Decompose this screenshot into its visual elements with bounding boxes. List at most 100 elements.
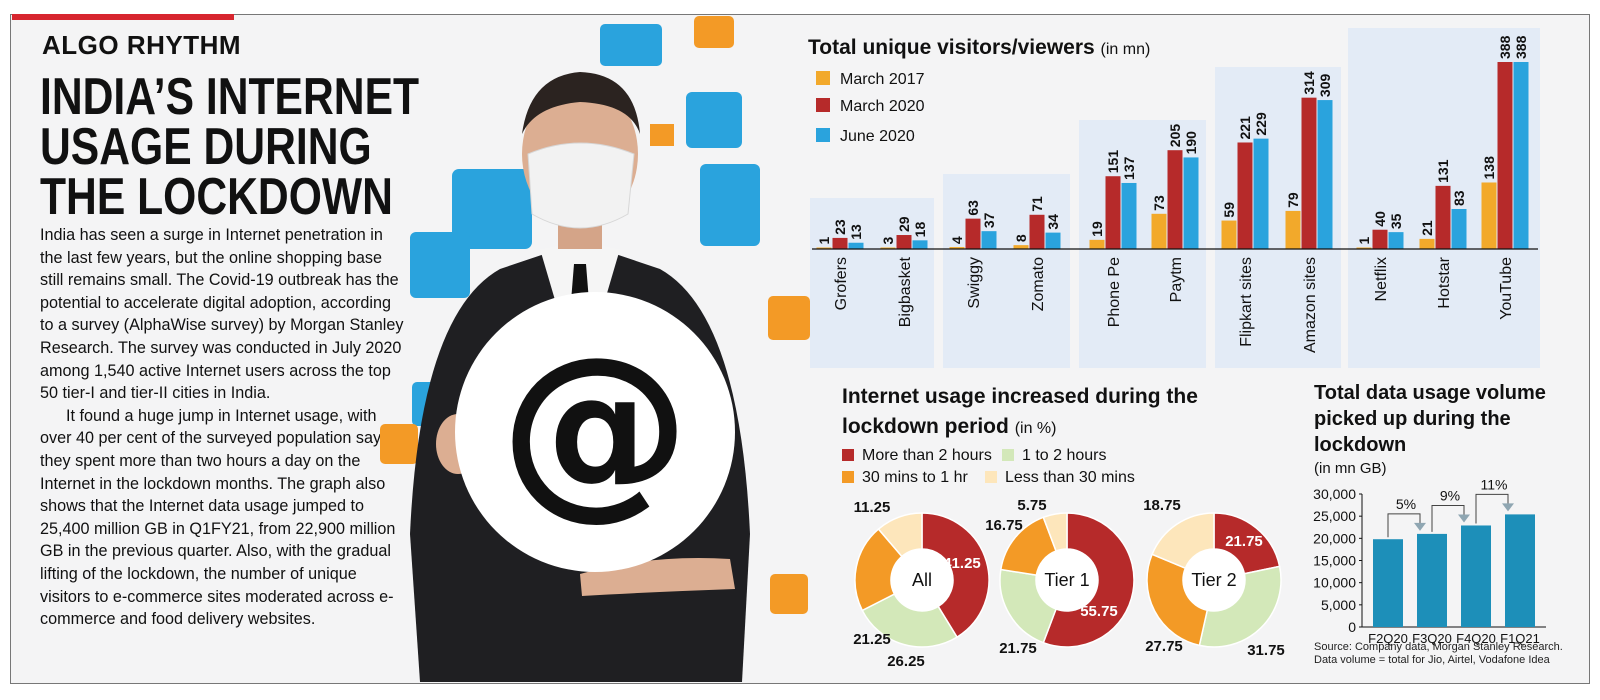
bar-phone-pe-march-2017: [1089, 239, 1105, 249]
bar-hotstar-june-2020: [1451, 208, 1467, 249]
category-label: Swiggy: [966, 257, 983, 309]
donut-value-label: 5.75: [1017, 497, 1046, 514]
legend-label: More than 2 hours: [862, 447, 992, 464]
bar-value-label: 388: [1497, 35, 1513, 59]
data-usage-bar-chart: 0 5,000 10,000 15,000 20,000 25,000 30,000 F2Q2…: [1313, 476, 1546, 646]
bar-chart-title-text: Total unique visitors/viewers: [808, 36, 1095, 59]
legend-swatch: [1002, 449, 1014, 461]
donut-center-label: Tier 1: [1044, 570, 1089, 590]
donut-value-label: 16.75: [985, 517, 1023, 534]
donut-value-label: 11.25: [854, 499, 891, 516]
bar-paytm-june-2020: [1183, 157, 1199, 249]
bar-youtube-march-2017: [1481, 182, 1497, 249]
bar-swiggy-march-2017: [949, 247, 965, 249]
legend-label: Less than 30 mins: [1005, 469, 1135, 486]
x-tick-label: F2Q20: [1368, 631, 1408, 646]
legend-label: 30 mins to 1 hr: [862, 469, 968, 486]
donut-legend-item: More than 2 hours: [842, 447, 992, 465]
donut-slice-all-less-than-30-mins: [877, 512, 923, 558]
bar-chart-title: Total unique visitors/viewers (in mn): [808, 36, 1150, 60]
bar-value-label: 221: [1237, 116, 1253, 140]
bar-value-label: 151: [1105, 150, 1121, 174]
growth-label: 5%: [1396, 496, 1416, 512]
bar-amazon-sites-june-2020: [1317, 100, 1333, 250]
kicker-rule: [12, 14, 234, 20]
bar-netflix-march-2017: [1356, 247, 1372, 249]
growth-arrowhead: [1458, 514, 1470, 523]
growth-label: 11%: [1481, 476, 1508, 492]
legend-label: March 2017: [840, 71, 925, 88]
source-line: Source: Company data, Morgan Stanley Res…: [1314, 641, 1563, 653]
bar-netflix-june-2020: [1388, 232, 1404, 249]
donut-title-text: Internet usage increased during the lock…: [842, 385, 1198, 438]
growth-arrowhead: [1502, 503, 1514, 512]
bar-grofers-june-2020: [848, 242, 864, 249]
category-label: Grofers: [833, 257, 850, 310]
bar-flipkart-sites-march-2017: [1221, 220, 1237, 249]
category-label: Paytm: [1168, 257, 1185, 302]
bar-hotstar-march-2017: [1419, 238, 1435, 249]
usage-chart-unit: (in mn GB): [1314, 460, 1387, 477]
story-paragraph: It found a huge jump in Internet usage, …: [40, 406, 403, 629]
category-label: Bigbasket: [897, 256, 914, 327]
bar-paytm-march-2017: [1151, 213, 1167, 249]
bar-value-label: 63: [965, 200, 981, 216]
y-tick-label: 20,000: [1313, 530, 1356, 546]
bar-value-label: 314: [1301, 71, 1317, 95]
donut-value-label: 55.75: [1080, 603, 1118, 620]
x-tick-label: F1Q21: [1500, 631, 1540, 646]
chart-group-band: [943, 174, 1070, 368]
bar-value-label: 29: [896, 216, 912, 232]
bar-value-label: 8: [1013, 234, 1029, 242]
bar-value-label: 71: [1029, 196, 1045, 212]
legend-item: March 2017: [816, 71, 925, 89]
category-label: Flipkart sites: [1238, 257, 1255, 347]
category-label: Amazon sites: [1302, 257, 1319, 353]
category-label: Zomato: [1030, 257, 1047, 311]
donut-value-label: 21.25: [853, 631, 891, 648]
bar-phone-pe-june-2020: [1121, 182, 1137, 249]
y-tick-label: 10,000: [1313, 575, 1356, 591]
usage-bar-f1q21: [1505, 514, 1535, 627]
usage-chart-title: Total data usage volume picked up during…: [1314, 382, 1546, 456]
y-tick-label: 0: [1348, 619, 1356, 635]
bar-grofers-march-2020: [832, 237, 848, 249]
bar-grofers-march-2017: [816, 247, 832, 249]
donut-value-label: 21.75: [999, 640, 1037, 657]
donut-value-label: 26.25: [887, 653, 925, 670]
story-paragraph: India has seen a surge in Internet penet…: [40, 226, 404, 403]
bar-value-label: 19: [1089, 221, 1105, 237]
donut-value-label: 27.75: [1145, 638, 1183, 655]
legend-swatch-march-2020: [816, 98, 830, 112]
x-tick-label: F3Q20: [1412, 631, 1452, 646]
growth-label: 9%: [1440, 487, 1460, 503]
donut-chart-unit: (in %): [1014, 420, 1057, 437]
illustration-man-with-at-sign: @: [380, 16, 810, 682]
usage-bar-f4q20: [1461, 525, 1491, 627]
y-tick-label: 30,000: [1313, 486, 1356, 502]
bar-value-label: 83: [1451, 190, 1467, 206]
legend-swatch: [985, 471, 997, 483]
bar-value-label: 388: [1513, 35, 1529, 59]
bar-bigbasket-june-2020: [912, 240, 928, 249]
legend-label: March 2020: [840, 98, 925, 115]
bar-value-label: 79: [1285, 192, 1301, 208]
chart-group-band: [810, 198, 934, 368]
growth-connector: [1475, 493, 1509, 524]
bar-bigbasket-march-2017: [880, 247, 896, 249]
usage-donut-charts: 41.25 26.25 21.25 11.25 All 55.75 21.75 16.75 5.…: [853, 497, 1285, 670]
bar-value-label: 59: [1221, 202, 1237, 218]
bar-youtube-march-2020: [1497, 62, 1513, 249]
bar-paytm-march-2020: [1167, 150, 1183, 249]
donut-value-label: 18.75: [1143, 497, 1181, 514]
y-tick-label: 15,000: [1313, 553, 1356, 569]
bar-value-label: 18: [912, 222, 928, 238]
donut-hole: [891, 549, 953, 611]
headline-line: THE LOCKDOWN: [40, 168, 393, 226]
bar-hotstar-march-2020: [1435, 185, 1451, 249]
category-label: Hotstar: [1436, 256, 1453, 308]
donut-value-label: 31.75: [1247, 642, 1285, 659]
bar-swiggy-march-2020: [965, 218, 981, 249]
usage-bar-f2q20: [1373, 539, 1403, 627]
